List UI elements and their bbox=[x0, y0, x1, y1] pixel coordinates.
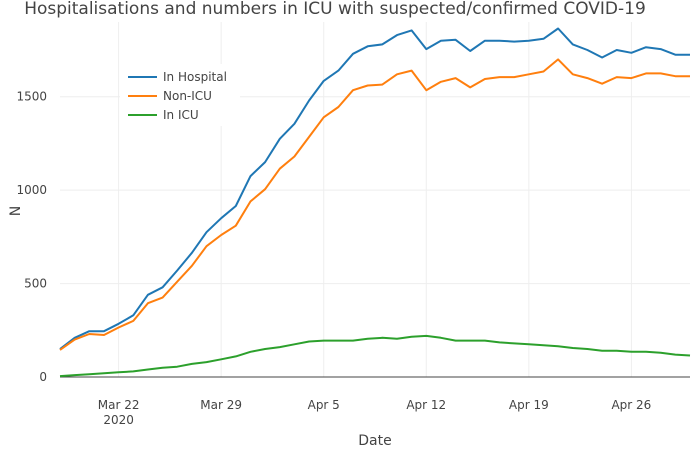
y-axis: 0 500 1000 1500 bbox=[16, 90, 47, 384]
legend-label: In Hospital bbox=[163, 70, 227, 84]
x-tick-sublabel: 2020 bbox=[103, 413, 134, 427]
y-tick-label: 0 bbox=[39, 370, 47, 384]
x-tick-label: Apr 12 bbox=[406, 398, 446, 412]
legend-label: In ICU bbox=[163, 108, 199, 122]
series-line-2 bbox=[59, 334, 691, 378]
x-axis-title: Date bbox=[358, 433, 391, 449]
y-tick-label: 1000 bbox=[16, 183, 47, 197]
x-tick-label: Apr 19 bbox=[509, 398, 549, 412]
y-tick-label: 500 bbox=[24, 277, 47, 291]
x-tick-label: Mar 29 bbox=[200, 398, 242, 412]
x-tick-label: Apr 5 bbox=[308, 398, 340, 412]
plot-area bbox=[59, 27, 691, 378]
series-line-1 bbox=[59, 58, 690, 351]
series-line-0 bbox=[59, 27, 690, 350]
legend-label: Non-ICU bbox=[163, 89, 212, 103]
y-axis-title: N bbox=[8, 206, 24, 216]
legend: In Hospital Non-ICU In ICU bbox=[120, 64, 240, 126]
y-tick-label: 1500 bbox=[16, 90, 47, 104]
x-tick-label: Apr 26 bbox=[611, 398, 651, 412]
x-tick-label: Mar 22 bbox=[98, 398, 140, 412]
chart-title: Hospitalisations and numbers in ICU with… bbox=[24, 0, 646, 19]
